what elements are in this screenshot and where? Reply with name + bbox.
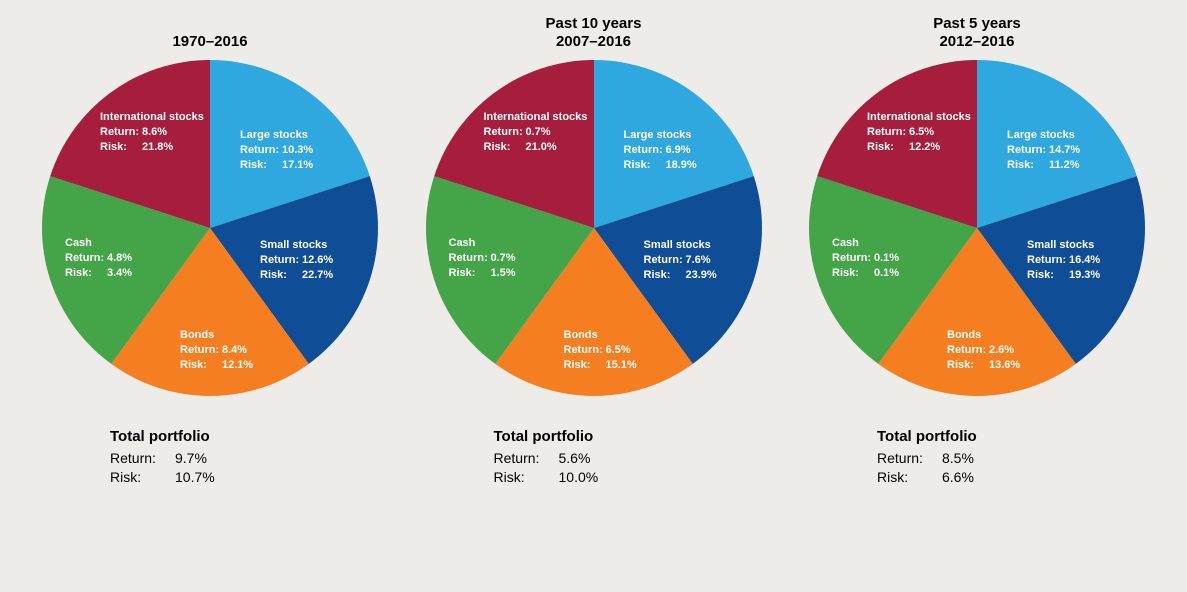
pie-slices: [426, 60, 762, 396]
pie-chart: Large stocks Return:10.3% Risk:17.1% Sma…: [40, 58, 380, 398]
chart-title: Past 10 years 2007–2016: [546, 12, 642, 52]
pie-slices: [809, 60, 1145, 396]
pie-svg: [807, 58, 1147, 398]
summary-return-key: Return:: [494, 449, 559, 468]
chart-panel-2: Past 5 years 2012–2016 Large stocks Retu…: [797, 12, 1157, 487]
summary-header: Total portfolio: [877, 428, 1077, 445]
summary-risk-value: 10.7%: [175, 468, 215, 487]
total-portfolio-summary: Total portfolio Return:5.6% Risk:10.0%: [494, 428, 694, 487]
summary-header: Total portfolio: [110, 428, 310, 445]
pie-chart: Large stocks Return:14.7% Risk:11.2% Sma…: [807, 58, 1147, 398]
page: 1970–2016 Large stocks Return:10.3% Risk…: [0, 0, 1187, 592]
summary-risk-key: Risk:: [877, 468, 942, 487]
chart-title: 1970–2016: [172, 12, 247, 52]
charts-row: 1970–2016 Large stocks Return:10.3% Risk…: [0, 0, 1187, 487]
summary-return-value: 5.6%: [559, 449, 591, 468]
chart-panel-1: Past 10 years 2007–2016 Large stocks Ret…: [414, 12, 774, 487]
summary-risk-value: 10.0%: [559, 468, 599, 487]
summary-return-key: Return:: [110, 449, 175, 468]
summary-return-key: Return:: [877, 449, 942, 468]
summary-risk-key: Risk:: [110, 468, 175, 487]
chart-title: Past 5 years 2012–2016: [933, 12, 1021, 52]
total-portfolio-summary: Total portfolio Return:8.5% Risk:6.6%: [877, 428, 1077, 487]
summary-return-value: 9.7%: [175, 449, 207, 468]
pie-slices: [42, 60, 378, 396]
total-portfolio-summary: Total portfolio Return:9.7% Risk:10.7%: [110, 428, 310, 487]
pie-svg: [424, 58, 764, 398]
chart-panel-0: 1970–2016 Large stocks Return:10.3% Risk…: [30, 12, 390, 487]
summary-risk-key: Risk:: [494, 468, 559, 487]
summary-return-value: 8.5%: [942, 449, 974, 468]
pie-svg: [40, 58, 380, 398]
summary-risk-value: 6.6%: [942, 468, 974, 487]
pie-chart: Large stocks Return:6.9% Risk:18.9% Smal…: [424, 58, 764, 398]
summary-header: Total portfolio: [494, 428, 694, 445]
